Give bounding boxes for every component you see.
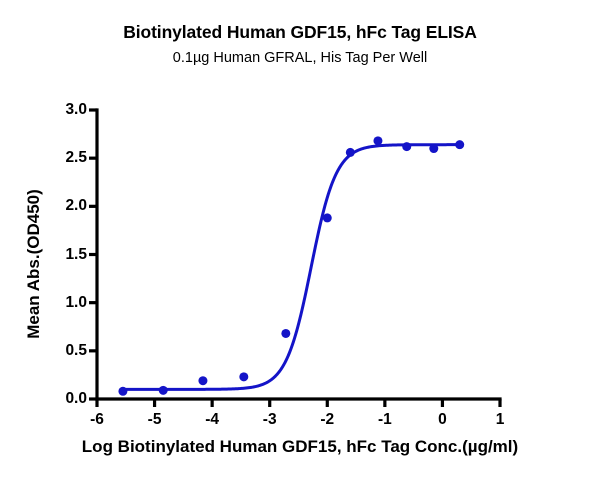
data-points — [118, 136, 465, 396]
chart-subtitle: 0.1µg Human GFRAL, His Tag Per Well — [172, 50, 428, 66]
x-tick-label: 0 — [438, 411, 447, 428]
y-tick-label: 2.5 — [65, 149, 87, 167]
x-tick-label: -5 — [147, 411, 162, 428]
data-point-marker — [345, 147, 355, 157]
data-point-marker — [373, 136, 383, 146]
y-tick-label: 3.0 — [65, 101, 87, 118]
y-tick-label: 0.0 — [65, 390, 87, 407]
x-tick-label: -3 — [262, 411, 277, 428]
chart-title: Biotinylated Human GDF15, hFc Tag ELISA — [123, 22, 477, 42]
y-tick-label: 1.5 — [65, 245, 87, 263]
data-point-marker — [158, 385, 168, 395]
x-axis-label: Log Biotinylated Human GDF15, hFc Tag Co… — [81, 437, 519, 456]
data-point-marker — [198, 376, 208, 386]
y-tick-label: 1.0 — [65, 293, 87, 311]
x-tick-label: -2 — [320, 411, 335, 428]
fit-curve — [121, 143, 462, 391]
data-point-marker — [455, 140, 465, 150]
data-point-marker — [429, 144, 439, 154]
data-point-marker — [281, 328, 291, 338]
x-tick-label: -6 — [90, 411, 104, 428]
y-tick-label: 0.5 — [65, 341, 87, 359]
y-tick-label: 2.0 — [65, 197, 87, 215]
data-point-marker — [239, 372, 249, 382]
data-point-marker — [402, 142, 412, 152]
data-point-marker — [322, 213, 332, 223]
x-tick-label: 1 — [495, 411, 505, 428]
x-tick-label: -1 — [377, 411, 392, 428]
axes — [89, 108, 502, 407]
data-point-marker — [118, 386, 128, 396]
x-tick-label: -4 — [205, 411, 220, 428]
